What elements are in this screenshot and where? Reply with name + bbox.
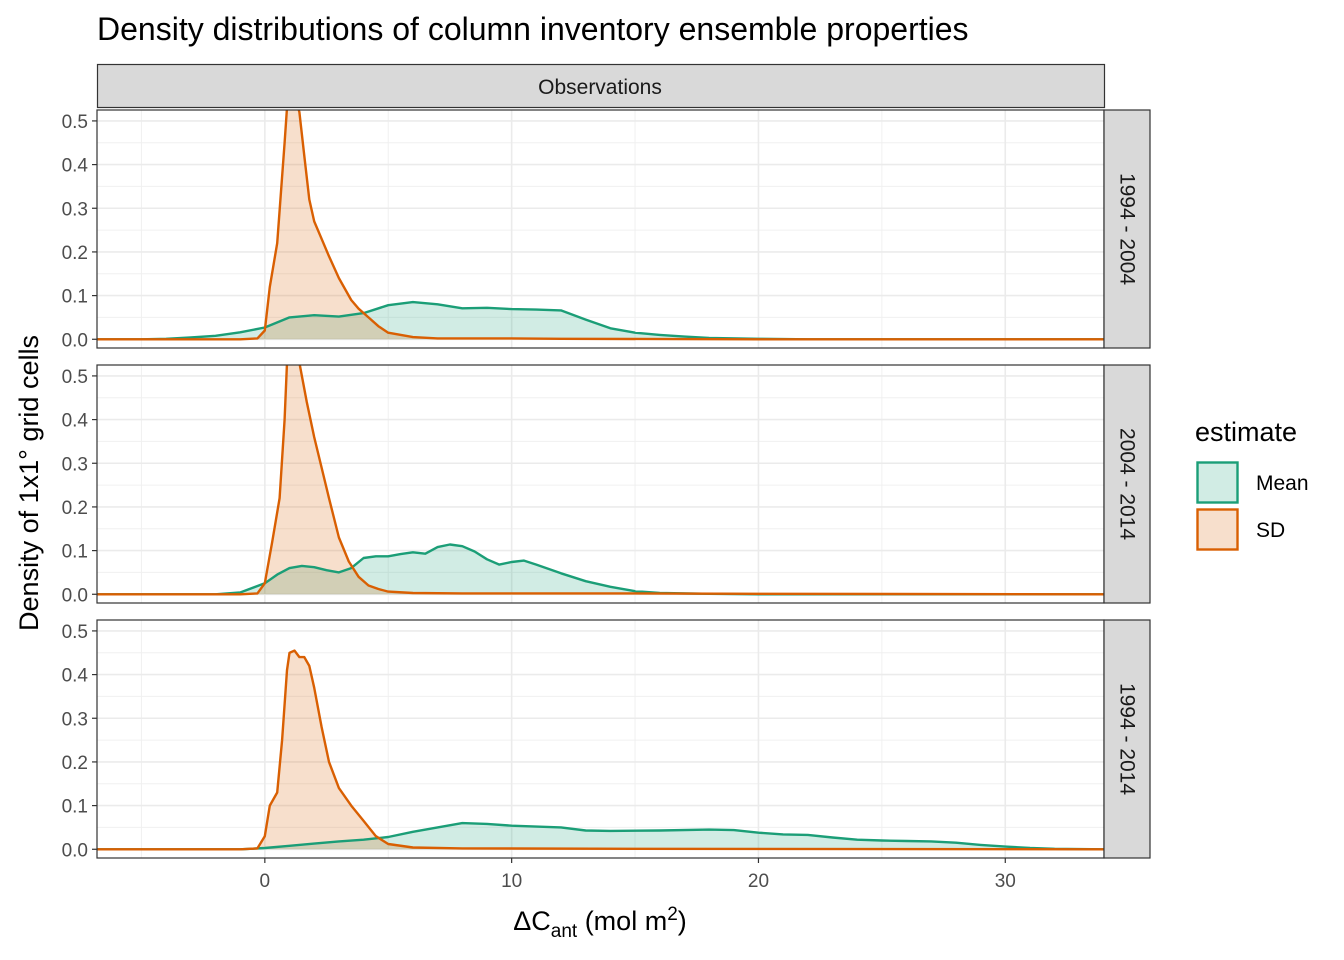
y-tick-label: 0.0	[62, 840, 88, 861]
column-strip-label: Observations	[538, 76, 662, 99]
x-axis: 0 10 20 30	[260, 858, 1016, 892]
column-strip: Observations	[96, 63, 1106, 109]
y-tick-label: 0.3	[62, 454, 88, 475]
row-strip	[1103, 364, 1151, 604]
panel-background	[97, 620, 1104, 858]
density-area-sd	[97, 650, 1104, 850]
y-tick-label: 0.4	[62, 666, 89, 687]
y-tick-label: 0.4	[62, 156, 89, 177]
x-axis-title-superscript: 2	[667, 904, 678, 925]
x-tick-label: 20	[748, 871, 769, 892]
y-tick-label: 0.2	[62, 753, 88, 774]
y-tick-label: 0.1	[62, 542, 88, 563]
y-tick-label: 0.0	[62, 330, 88, 351]
x-axis-title-unit: (mol m	[577, 906, 667, 936]
density-line-sd	[97, 365, 1104, 596]
density-line-sd	[97, 110, 1104, 341]
panel-background	[97, 365, 1104, 603]
y-tick-label: 0.2	[62, 498, 88, 519]
facet-panel: 0.0 0.1 0.2 0.3 0.4 0.5 1994 - 2014	[62, 619, 1151, 861]
y-tick-label: 0.1	[62, 797, 88, 818]
legend-key-background	[1196, 461, 1239, 504]
row-strip-label: 2004 - 2014	[1116, 428, 1139, 540]
facet-panel: 0.0 0.1 0.2 0.3 0.4 0.5 2004 - 2014	[62, 364, 1151, 606]
density-area-sd	[97, 110, 1104, 340]
row-strip	[1103, 109, 1151, 349]
density-area-sd	[97, 365, 1104, 595]
panel-series	[97, 365, 1104, 596]
density-area-mean	[97, 823, 1104, 850]
x-tick-label: 10	[501, 871, 522, 892]
x-axis-title: ΔCant (mol m2)	[513, 904, 687, 942]
y-axis-title: Density of 1x1° grid cells	[14, 335, 44, 631]
y-tick-label: 0.3	[62, 199, 88, 220]
row-strip	[1103, 619, 1151, 859]
density-area-mean	[97, 302, 1104, 340]
density-line-mean	[97, 821, 1104, 851]
x-tick-label: 30	[995, 871, 1016, 892]
y-tick-label: 0.4	[62, 411, 89, 432]
y-tick-label: 0.5	[62, 112, 88, 133]
legend-title: estimate	[1195, 417, 1297, 447]
legend-key-background	[1196, 508, 1239, 551]
x-axis-title-base: ΔC	[513, 906, 551, 936]
y-tick-label: 0.5	[62, 622, 88, 643]
row-strip-label: 1994 - 2004	[1116, 173, 1139, 285]
facet-panel: 0.0 0.1 0.2 0.3 0.4 0.5 1994 - 2004	[62, 109, 1151, 351]
density-area-mean	[97, 544, 1104, 595]
legend-key-mean	[1196, 461, 1239, 504]
density-line-mean	[97, 543, 1104, 596]
legend-label-mean: Mean	[1256, 472, 1309, 495]
x-axis-title-subscript: ant	[551, 921, 578, 942]
legend-key-sd	[1196, 508, 1239, 551]
y-tick-label: 0.5	[62, 367, 88, 388]
y-tick-label: 0.1	[62, 287, 88, 308]
legend: estimate Mean SD	[1195, 417, 1309, 551]
panel-series	[97, 649, 1104, 851]
legend-label-sd: SD	[1256, 519, 1285, 542]
y-tick-label: 0.2	[62, 243, 88, 264]
x-axis-title-close: )	[678, 906, 687, 936]
row-strip-label: 1994 - 2014	[1116, 683, 1139, 795]
y-tick-label: 0.0	[62, 585, 88, 606]
panel-series	[97, 110, 1104, 341]
y-tick-label: 0.3	[62, 709, 88, 730]
chart-title: Density distributions of column inventor…	[97, 11, 969, 47]
panel-background	[97, 110, 1104, 348]
density-line-sd	[97, 649, 1104, 851]
x-tick-label: 0	[260, 871, 271, 892]
